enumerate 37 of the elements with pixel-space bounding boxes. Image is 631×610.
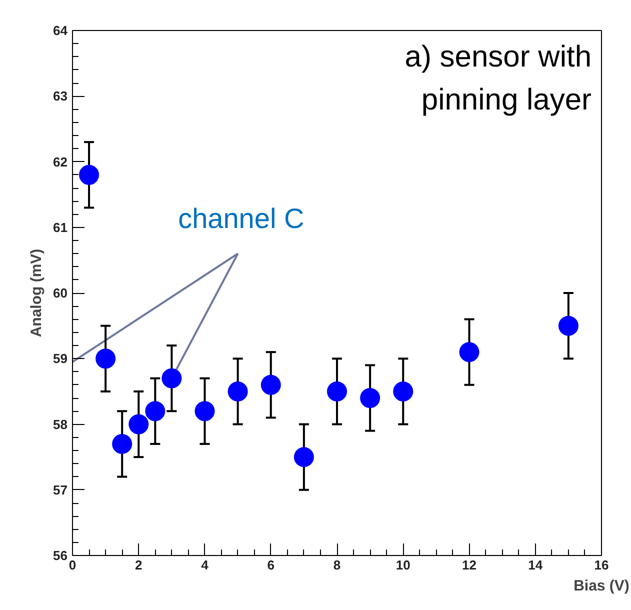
point xyxy=(162,368,182,388)
point xyxy=(327,381,347,402)
x-tick-label: 0 xyxy=(68,558,76,572)
x-tick-label: 4 xyxy=(201,558,210,572)
point xyxy=(145,401,166,422)
x-tick-label: 2 xyxy=(135,558,142,572)
y-tick-label: 63 xyxy=(53,88,68,104)
point xyxy=(228,381,248,402)
x-tick-label: 10 xyxy=(396,558,410,572)
y-tick-label: 56 xyxy=(53,548,68,563)
x-tick-label: 14 xyxy=(528,558,544,572)
x-tick-label: 8 xyxy=(333,558,341,572)
point xyxy=(260,374,281,395)
y-tick-label: 58 xyxy=(53,416,68,432)
point xyxy=(194,401,215,422)
x-tick-label: 6 xyxy=(267,558,274,572)
y-tick-label: 61 xyxy=(53,220,68,235)
y-tick-label: 60 xyxy=(53,286,68,300)
annotation: a) sensor with pinning layer xyxy=(404,40,592,116)
point xyxy=(112,434,132,454)
y-axis-title: Analog (mV) xyxy=(28,248,46,338)
x-tick-label: 16 xyxy=(594,558,609,572)
y-tick-label: 57 xyxy=(53,482,68,498)
point xyxy=(558,316,578,336)
point xyxy=(459,342,480,362)
point xyxy=(128,414,149,434)
point xyxy=(294,447,314,468)
annotation: channel C xyxy=(178,202,304,234)
point xyxy=(96,348,116,369)
point xyxy=(79,164,100,185)
point xyxy=(393,381,414,402)
y-tick-label: 62 xyxy=(53,154,68,170)
y-tick-label: 64 xyxy=(53,23,68,38)
point xyxy=(360,388,380,408)
y-tick-label: 59 xyxy=(53,351,68,366)
x-tick-label: 12 xyxy=(462,558,476,572)
x-axis-title: Bias (V) xyxy=(574,578,630,594)
